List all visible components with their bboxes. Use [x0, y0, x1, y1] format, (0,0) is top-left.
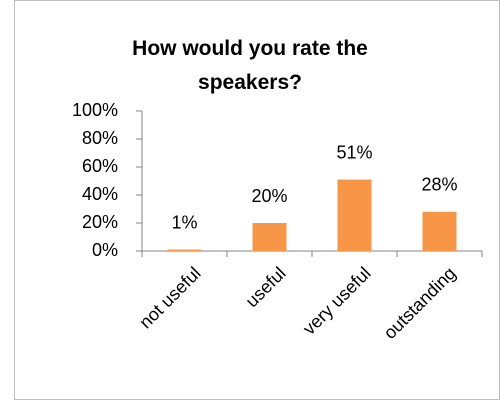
x-tick-label: useful	[242, 263, 290, 311]
y-tick-label: 100%	[72, 100, 118, 120]
value-label: 1%	[171, 212, 197, 232]
x-tick-label: not useful	[135, 263, 204, 332]
y-tick-label: 60%	[82, 156, 118, 176]
y-tick-label: 80%	[82, 128, 118, 148]
bar	[337, 179, 372, 251]
value-label: 20%	[251, 186, 287, 206]
chart-title: How would you rate the speakers?	[132, 37, 368, 94]
x-tick-label: outstanding	[380, 263, 460, 343]
x-tick-label: very useful	[299, 263, 375, 339]
y-tick-label: 0%	[92, 240, 118, 260]
bar	[252, 223, 287, 251]
y-tick-label: 40%	[82, 184, 118, 204]
chart-frame	[14, 0, 500, 400]
bar	[167, 249, 202, 251]
value-label: 51%	[336, 142, 372, 162]
value-label: 28%	[421, 175, 457, 195]
bar	[422, 211, 457, 251]
y-tick-label: 20%	[82, 212, 118, 232]
